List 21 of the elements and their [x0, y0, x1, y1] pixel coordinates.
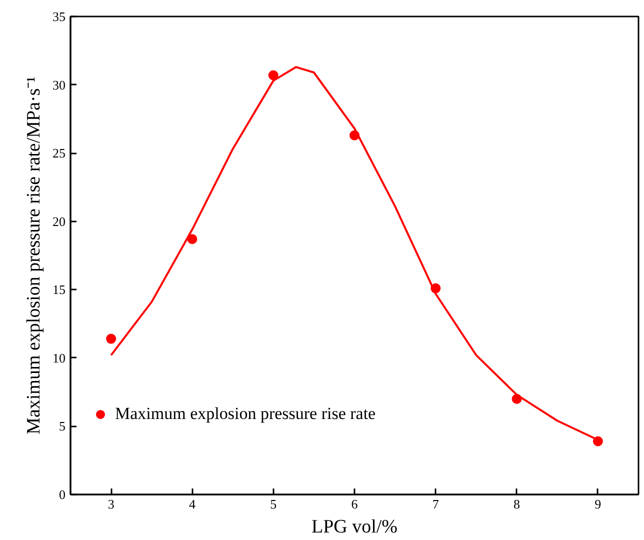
y-tick-label: 20 — [52, 214, 66, 229]
y-axis-title: Maximum explosion pressure rise rate/MPa·s⁻¹ — [24, 76, 44, 434]
y-tick-label: 10 — [52, 350, 66, 366]
x-tick-label: 5 — [270, 496, 277, 512]
x-tick-label: 3 — [108, 496, 114, 512]
x-tick-label: 4 — [188, 496, 196, 512]
y-tick-label: 0 — [59, 487, 66, 502]
x-tick-label: 9 — [594, 496, 602, 512]
y-tick-label: 15 — [52, 282, 66, 298]
legend-label: Maximum explosion pressure rise rate — [115, 404, 376, 424]
y-tick-label: 35 — [52, 9, 66, 24]
point — [268, 70, 278, 80]
y-tick-label: 30 — [52, 77, 66, 92]
x-tick-label: 8 — [514, 496, 520, 512]
y-tick-label: 25 — [52, 146, 66, 161]
x-axis-title: LPG vol/% — [311, 516, 398, 538]
x-tick-label: 6 — [351, 496, 358, 512]
point — [106, 334, 116, 344]
y-tick-label: 5 — [59, 418, 66, 434]
x-tick-label: 7 — [432, 496, 440, 512]
point — [187, 234, 198, 244]
